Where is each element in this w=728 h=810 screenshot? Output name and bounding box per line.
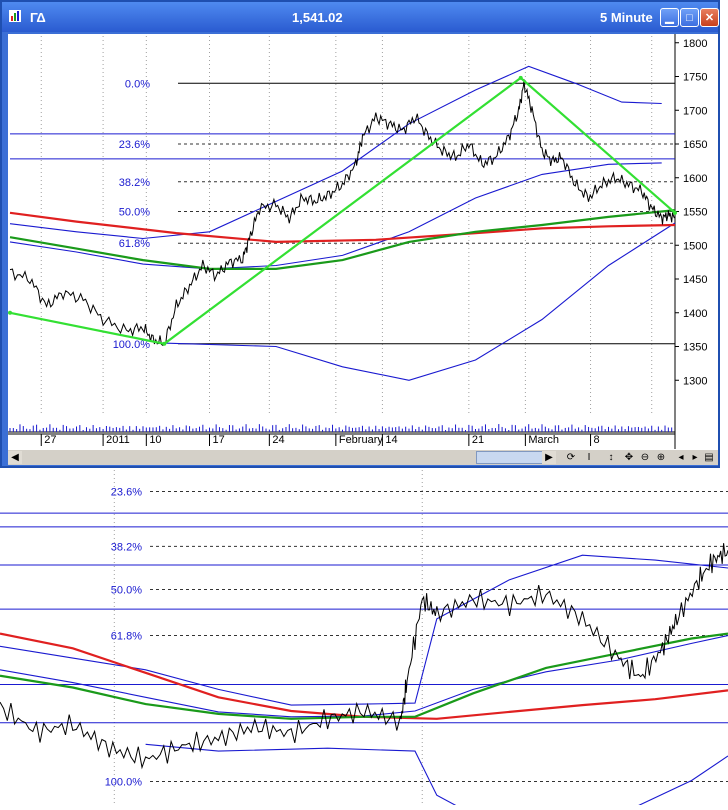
price-tick-label: 1300 xyxy=(683,375,707,387)
fib-level-label: 61.8% xyxy=(119,238,150,250)
fib-level-label: 23.6% xyxy=(111,487,142,499)
timeframe-label: 5 Minute xyxy=(600,10,653,25)
price-tick-label: 1800 xyxy=(683,38,707,50)
bb-upper-band xyxy=(9,65,662,240)
fib-level-label: 38.2% xyxy=(119,177,150,189)
price-tick-label: 1700 xyxy=(683,105,707,117)
date-tick-label: 27 xyxy=(44,434,56,446)
panel-icon[interactable]: ▤ xyxy=(704,452,714,463)
app-icon xyxy=(9,10,21,22)
previous-icon[interactable]: ◂ xyxy=(678,452,684,463)
price-tick-label: 1550 xyxy=(683,207,707,219)
scroll-right-button[interactable]: ▶ xyxy=(542,451,556,464)
price-tick-label: 1450 xyxy=(683,274,707,286)
date-tick-label: March xyxy=(528,434,559,446)
cursor-icon[interactable]: I xyxy=(587,452,591,463)
green-moving-average xyxy=(0,632,728,720)
chart-plot[interactable]: 1800 1750 1700 1650 1600 1550 1500 1450 1400 1350… xyxy=(8,34,718,457)
price-tick-label: 1350 xyxy=(683,342,707,354)
red-moving-average xyxy=(0,632,728,720)
date-tick-label: February xyxy=(339,434,384,446)
date-tick-label: 21 xyxy=(472,434,484,446)
zoom-chart[interactable]: 23.6% 38.2% 50.0% 61.8% 100.0% xyxy=(0,470,728,810)
fib-level-label: 61.8% xyxy=(111,631,142,643)
green-moving-average xyxy=(9,209,676,270)
vertical-move-icon[interactable]: ↕ xyxy=(608,452,614,463)
next-icon[interactable]: ▸ xyxy=(692,452,698,463)
chart-window: ΓΔ 1,541.02 5 Minute ▁ □ ✕ 1800 1750 1700 1… xyxy=(0,0,720,468)
fib-level-label: 38.2% xyxy=(111,541,142,553)
chart-toolbar[interactable]: ◀ ▶ ⟳ I ↕ ✥ ⊖ ⊕ ◂ ▸ ▤ xyxy=(8,449,718,465)
date-tick-label: 14 xyxy=(385,434,397,446)
zigzag-line xyxy=(9,76,676,345)
zigzag-point xyxy=(518,75,523,80)
zigzag-point xyxy=(673,210,677,215)
date-tick-label: 24 xyxy=(272,434,284,446)
price-tick-label: 1600 xyxy=(683,173,707,185)
bb-mid-band xyxy=(0,634,728,718)
zigzag-point xyxy=(162,341,167,346)
title-bar[interactable]: ΓΔ 1,541.02 5 Minute ▁ □ ✕ xyxy=(2,2,719,32)
main-chart[interactable]: 1800 1750 1700 1650 1600 1550 1500 1450 1400 1350… xyxy=(8,34,718,457)
bb-upper-band xyxy=(0,554,728,706)
fib-level-label: 100.0% xyxy=(105,776,143,788)
date-tick-label: 17 xyxy=(213,434,225,446)
move-icon[interactable]: ✥ xyxy=(624,452,634,463)
price-tick-label: 1650 xyxy=(683,139,707,151)
minimize-button[interactable]: ▁ xyxy=(660,8,679,27)
bb-mid-band xyxy=(9,162,662,270)
price-tick-label: 1750 xyxy=(683,72,707,84)
fib-level-label: 23.6% xyxy=(119,139,150,151)
zigzag-point xyxy=(8,310,12,315)
date-tick-label: 8 xyxy=(594,434,600,446)
symbol-label: ΓΔ xyxy=(30,10,46,25)
scroll-thumb[interactable] xyxy=(476,451,548,464)
price-tick-label: 1500 xyxy=(683,240,707,252)
price-label: 1,541.02 xyxy=(292,10,343,25)
scroll-left-button[interactable]: ◀ xyxy=(8,451,22,464)
refresh-icon[interactable]: ⟳ xyxy=(566,452,576,463)
fib-level-label: 50.0% xyxy=(119,207,150,219)
zoom-chart-panel: 23.6% 38.2% 50.0% 61.8% 100.0% xyxy=(0,470,728,810)
bb-lower-band xyxy=(162,222,676,381)
fib-level-label: 0.0% xyxy=(125,78,150,90)
price-line xyxy=(9,79,676,347)
date-tick-label: 10 xyxy=(149,434,161,446)
price-tick-label: 1400 xyxy=(683,308,707,320)
fib-level-label: 50.0% xyxy=(111,585,142,597)
bb-lower-band xyxy=(145,743,728,810)
zoom-in-icon[interactable]: ⊕ xyxy=(656,452,666,463)
maximize-button[interactable]: □ xyxy=(680,8,699,27)
date-tick-label: 2011 xyxy=(106,434,130,446)
price-line xyxy=(0,543,728,770)
zoom-out-icon[interactable]: ⊖ xyxy=(640,452,650,463)
close-button[interactable]: ✕ xyxy=(700,8,719,27)
red-moving-average xyxy=(9,211,676,244)
fib-level-label: 100.0% xyxy=(113,339,151,351)
